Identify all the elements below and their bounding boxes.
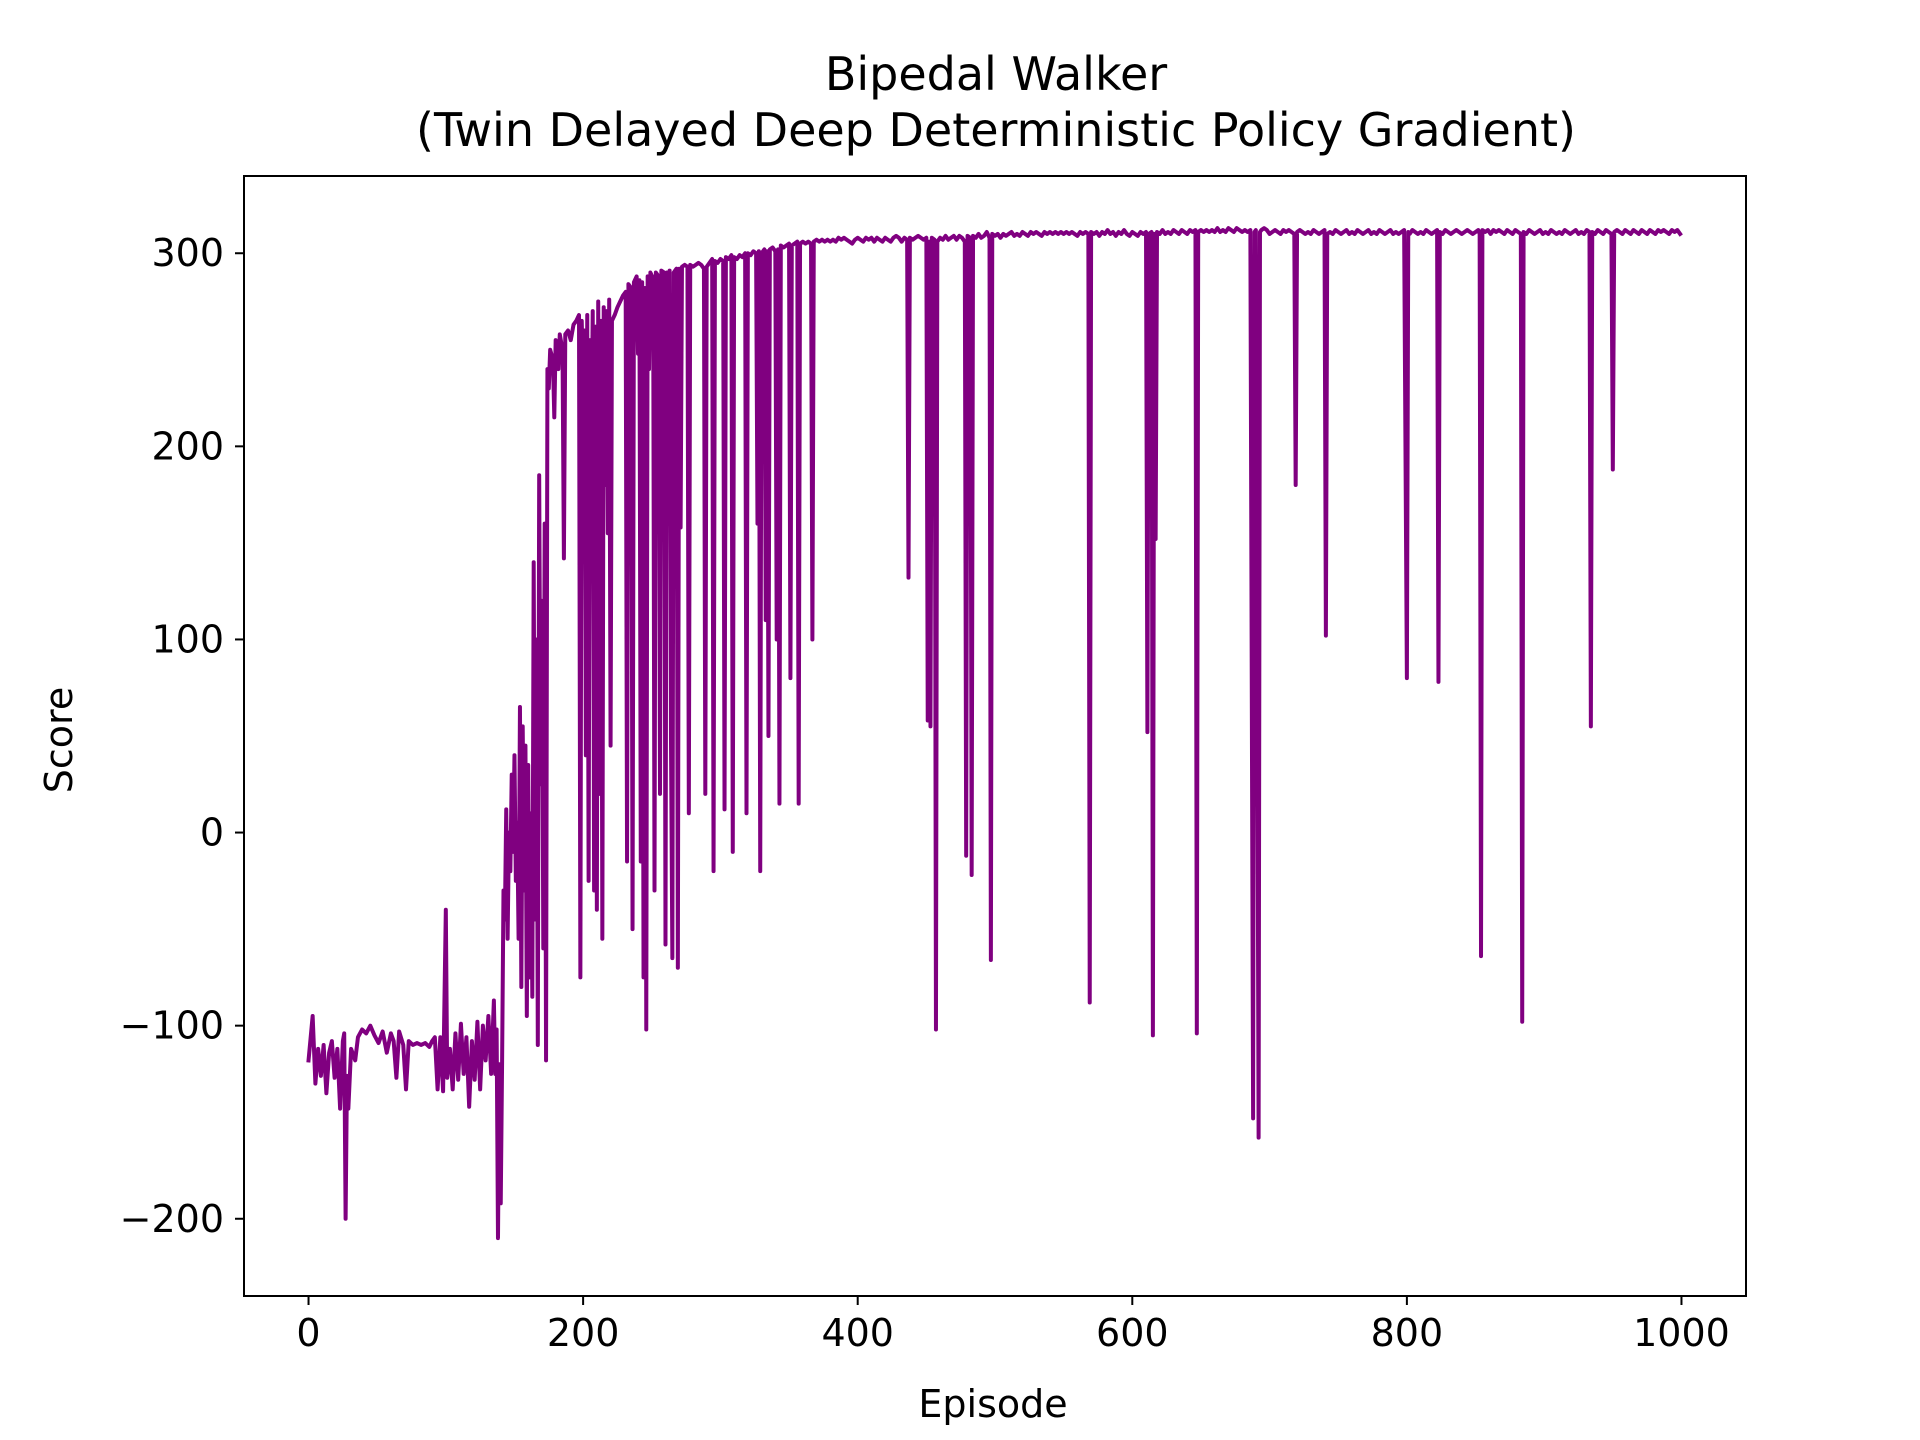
score-series-line <box>306 226 1683 1241</box>
plot-area-frame <box>243 175 1747 1297</box>
x-tick-label: 0 <box>296 1311 320 1355</box>
chart-title-line1: Bipedal Walker <box>825 47 1167 101</box>
y-tick-label: 300 <box>151 231 224 275</box>
x-axis-label: Episode <box>918 1382 1067 1426</box>
x-tick-label: 1000 <box>1633 1311 1730 1355</box>
y-tick-label: −100 <box>120 1004 224 1048</box>
x-tick-label: 400 <box>821 1311 894 1355</box>
y-tick-label: −200 <box>120 1197 224 1241</box>
ticks-layer: 0 200 400 600 800 1000 −200 −100 0 100 200 300 <box>120 231 1730 1355</box>
series-layer <box>306 226 1683 1241</box>
x-tick-label: 600 <box>1096 1311 1169 1355</box>
y-tick-label: 0 <box>200 811 224 855</box>
x-tick-label: 800 <box>1371 1311 1444 1355</box>
y-tick-label: 200 <box>151 424 224 468</box>
y-axis-label: Score <box>37 687 81 793</box>
chart-title-line2: (Twin Delayed Deep Deterministic Policy … <box>416 103 1576 157</box>
x-tick-label: 200 <box>547 1311 620 1355</box>
y-tick-label: 100 <box>151 617 224 661</box>
